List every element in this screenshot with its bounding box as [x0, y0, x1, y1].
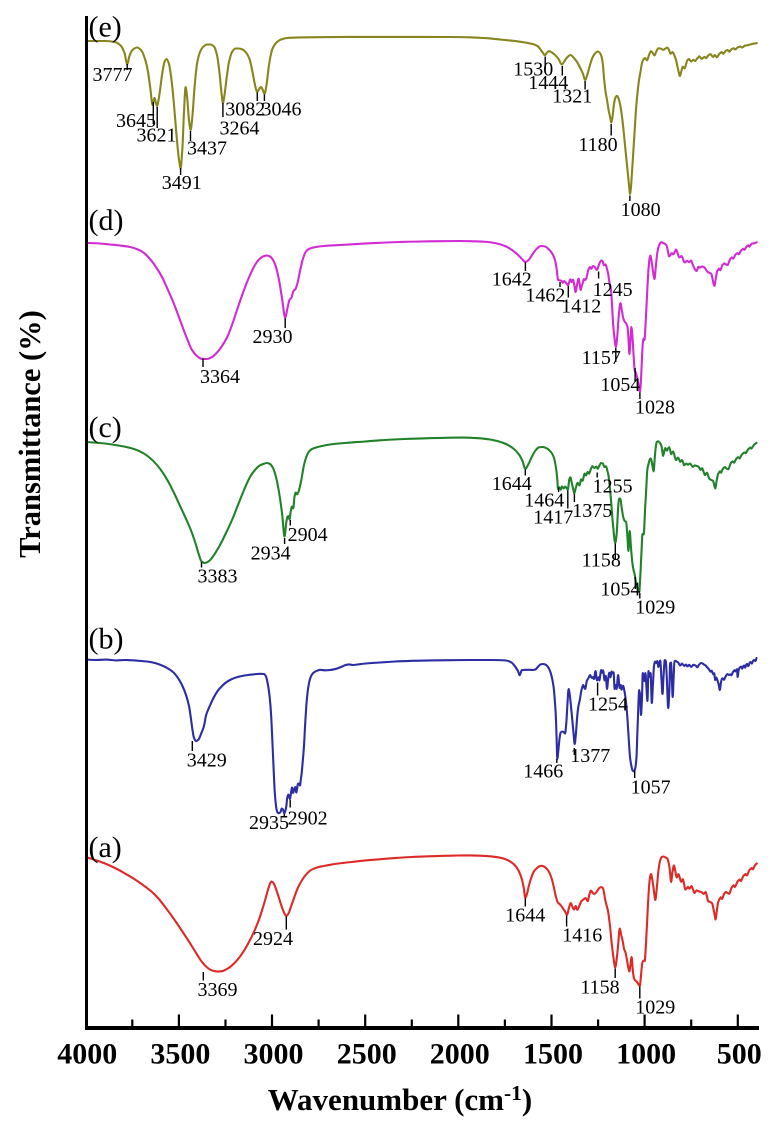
svg-text:1444: 1444 [528, 72, 568, 94]
svg-text:2934: 2934 [251, 543, 291, 565]
svg-text:3383: 3383 [198, 566, 238, 588]
svg-text:1464: 1464 [524, 490, 564, 512]
svg-text:Transmittance (%): Transmittance (%) [13, 310, 47, 558]
svg-text:2000: 2000 [430, 1038, 490, 1071]
svg-text:1375: 1375 [572, 500, 612, 522]
svg-text:3000: 3000 [244, 1038, 304, 1071]
svg-text:3437: 3437 [187, 138, 227, 160]
svg-text:3046: 3046 [262, 99, 302, 121]
svg-text:1180: 1180 [578, 134, 617, 156]
svg-text:1028: 1028 [635, 397, 675, 419]
svg-text:1412: 1412 [561, 296, 601, 318]
svg-text:1377: 1377 [570, 745, 610, 767]
svg-text:1254: 1254 [588, 694, 628, 716]
svg-text:1500: 1500 [523, 1038, 583, 1071]
svg-text:1054: 1054 [600, 579, 640, 601]
svg-text:3364: 3364 [200, 366, 240, 388]
svg-text:1417: 1417 [533, 507, 573, 529]
svg-text:1644: 1644 [505, 905, 545, 927]
svg-text:3491: 3491 [162, 172, 202, 194]
svg-text:2902: 2902 [288, 808, 328, 830]
svg-text:1416: 1416 [562, 925, 602, 947]
svg-text:2904: 2904 [288, 524, 328, 546]
svg-text:1255: 1255 [593, 476, 633, 498]
svg-text:1466: 1466 [523, 761, 563, 783]
svg-text:1054: 1054 [600, 374, 640, 396]
svg-text:1029: 1029 [635, 597, 675, 619]
svg-text:1158: 1158 [580, 977, 619, 999]
svg-text:1057: 1057 [631, 777, 671, 799]
svg-text:Wavenumber (cm-1): Wavenumber (cm-1) [268, 1081, 532, 1117]
svg-text:1158: 1158 [582, 550, 621, 572]
svg-text:3369: 3369 [198, 979, 238, 1001]
svg-text:500: 500 [717, 1038, 762, 1071]
svg-text:1642: 1642 [492, 269, 532, 291]
svg-text:1644: 1644 [492, 473, 532, 495]
svg-text:3264: 3264 [220, 118, 260, 140]
svg-text:1462: 1462 [525, 285, 565, 307]
svg-text:1029: 1029 [635, 997, 675, 1019]
svg-text:1530: 1530 [513, 59, 553, 81]
svg-text:1000: 1000 [616, 1038, 676, 1071]
svg-text:(e): (e) [89, 11, 122, 44]
svg-text:2935: 2935 [249, 812, 289, 834]
svg-text:3500: 3500 [150, 1038, 210, 1071]
svg-text:2500: 2500 [337, 1038, 397, 1071]
svg-text:1245: 1245 [593, 279, 633, 301]
svg-text:(c): (c) [89, 411, 122, 444]
svg-text:3621: 3621 [137, 125, 177, 147]
svg-text:2924: 2924 [253, 928, 293, 950]
svg-text:3645: 3645 [116, 110, 156, 132]
svg-text:3082: 3082 [225, 99, 265, 121]
svg-text:1080: 1080 [621, 199, 661, 221]
svg-text:1321: 1321 [552, 86, 592, 108]
svg-text:4000: 4000 [57, 1038, 117, 1071]
svg-text:3429: 3429 [187, 750, 227, 772]
svg-text:(b): (b) [89, 623, 124, 656]
svg-text:2930: 2930 [253, 326, 293, 348]
svg-text:(d): (d) [89, 204, 124, 237]
svg-text:1157: 1157 [582, 347, 621, 369]
svg-text:3777: 3777 [93, 64, 133, 86]
svg-text:(a): (a) [89, 831, 122, 864]
